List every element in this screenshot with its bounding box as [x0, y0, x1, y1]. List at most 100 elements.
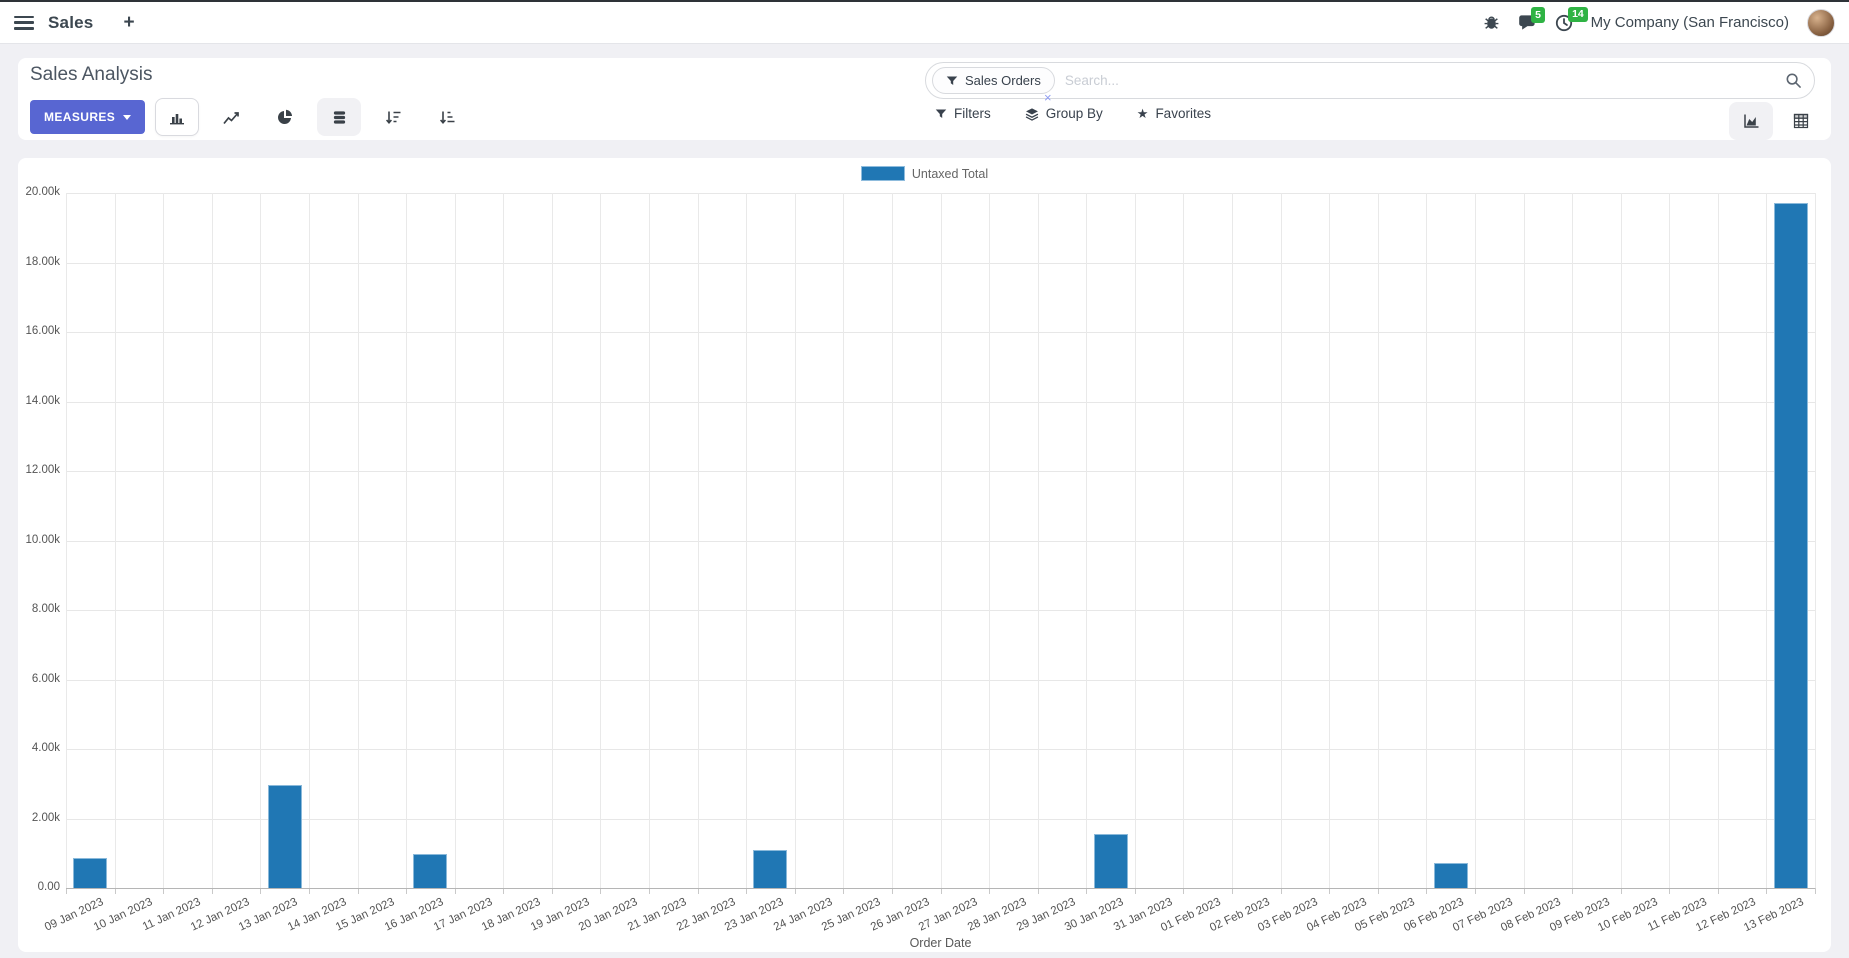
search-bar[interactable]: Sales Orders ×	[925, 62, 1815, 104]
gridline-vertical	[1474, 193, 1476, 888]
gridline-vertical	[1766, 193, 1768, 888]
pivot-view-button[interactable]	[1779, 102, 1823, 140]
gridline-vertical	[114, 193, 116, 888]
gridline-vertical	[746, 193, 748, 888]
x-axis-tick	[891, 888, 893, 894]
gridline-vertical	[794, 193, 796, 888]
x-axis-tick	[1717, 888, 1719, 894]
sort-asc-button[interactable]	[425, 98, 469, 136]
x-axis-tick	[794, 888, 796, 894]
bar[interactable]	[267, 785, 302, 888]
sort-desc-button[interactable]	[371, 98, 415, 136]
messages-count-badge: 5	[1530, 7, 1546, 23]
measures-label: MEASURES	[44, 110, 116, 124]
bug-icon[interactable]	[1483, 14, 1500, 31]
bar[interactable]	[73, 858, 108, 888]
line-chart-button[interactable]	[209, 98, 253, 136]
facet-label: Sales Orders	[965, 73, 1041, 88]
bar[interactable]	[1093, 834, 1128, 888]
x-axis-tick	[1669, 888, 1671, 894]
gridline-vertical	[1037, 193, 1039, 888]
filters-button[interactable]: Filters	[935, 106, 991, 121]
gridline-vertical	[503, 193, 505, 888]
x-axis-tick	[260, 888, 262, 894]
x-axis-tick	[114, 888, 116, 894]
hamburger-icon[interactable]	[14, 15, 34, 30]
plus-icon[interactable]: +	[123, 11, 135, 33]
search-icon[interactable]	[1785, 72, 1802, 89]
x-axis-tick	[843, 888, 845, 894]
bar-chart-icon	[169, 110, 185, 125]
app-menu-sales[interactable]: Sales	[48, 12, 94, 32]
x-axis-tick	[1523, 888, 1525, 894]
y-axis-label: 18.00k	[25, 255, 60, 268]
x-axis-tick	[503, 888, 505, 894]
messages-icon[interactable]: 5	[1518, 7, 1546, 31]
gridline-vertical	[66, 193, 67, 888]
x-axis-tick	[308, 888, 310, 894]
x-axis-tick	[551, 888, 553, 894]
x-axis-tick	[163, 888, 165, 894]
x-axis-tick	[211, 888, 213, 894]
group-by-button[interactable]: Group By	[1025, 106, 1103, 121]
activities-icon[interactable]: 14	[1555, 6, 1589, 32]
measures-button[interactable]: MEASURES	[30, 100, 146, 134]
y-axis-label: 2.00k	[31, 811, 60, 824]
stacked-toggle-button[interactable]	[317, 98, 362, 136]
gridline-vertical	[940, 193, 942, 888]
graph-view-button[interactable]	[1729, 102, 1773, 140]
search-input[interactable]	[1064, 73, 1785, 88]
bar[interactable]	[753, 849, 788, 888]
x-axis-tick	[357, 888, 359, 894]
y-axis-label: 20.00k	[25, 186, 60, 198]
x-axis-tick	[600, 888, 602, 894]
x-axis-tick	[1134, 888, 1136, 894]
y-axis-label: 4.00k	[31, 742, 60, 754]
pie-chart-button[interactable]	[263, 98, 307, 136]
x-axis-tick	[1474, 888, 1476, 894]
company-switcher[interactable]: My Company (San Francisco)	[1590, 14, 1789, 31]
sort-asc-icon	[439, 110, 455, 125]
window-top-edge	[0, 0, 1849, 2]
x-axis-tick	[454, 888, 456, 894]
line-chart-icon	[223, 110, 240, 125]
bar[interactable]	[1773, 203, 1808, 888]
x-axis-tick	[406, 888, 408, 894]
gridline-vertical	[1280, 193, 1282, 888]
search-facet-sales-orders[interactable]: Sales Orders	[932, 67, 1055, 94]
legend-item[interactable]: Untaxed Total	[860, 166, 988, 181]
x-axis-tick	[1815, 888, 1816, 894]
gridline-vertical	[1669, 193, 1671, 888]
x-axis-tick	[940, 888, 942, 894]
x-axis-tick	[1086, 888, 1088, 894]
x-axis-tick	[1037, 888, 1039, 894]
filters-label: Filters	[954, 106, 991, 121]
remove-facet-icon[interactable]: ×	[1044, 90, 1052, 105]
gridline-vertical	[891, 193, 893, 888]
favorites-button[interactable]: ★ Favorites	[1137, 106, 1211, 121]
bar[interactable]	[1433, 862, 1468, 888]
gridline-vertical	[551, 193, 553, 888]
x-axis-tick	[1620, 888, 1622, 894]
gridline-vertical	[843, 193, 845, 888]
sort-desc-icon	[385, 110, 401, 125]
y-axis-label: 10.00k	[25, 533, 60, 546]
y-axis-label: 0.00	[37, 881, 60, 893]
x-axis-tick	[649, 888, 650, 894]
gridline-vertical	[1329, 193, 1331, 888]
x-axis-tick	[66, 888, 67, 894]
y-axis-label: 6.00k	[31, 672, 60, 685]
bar-chart-button[interactable]	[155, 98, 200, 136]
gridline-vertical	[211, 193, 213, 888]
gridline-vertical	[406, 193, 408, 888]
filter-icon	[946, 75, 958, 87]
avatar[interactable]	[1807, 8, 1835, 37]
bar[interactable]	[413, 853, 448, 888]
x-axis-tick	[1766, 888, 1768, 894]
control-panel: Sales Analysis MEASURES	[18, 58, 1831, 140]
gridline-vertical	[454, 193, 456, 888]
x-axis-tick	[1232, 888, 1233, 894]
gridline-vertical	[308, 193, 310, 888]
pivot-view-icon	[1793, 113, 1809, 129]
favorites-label: Favorites	[1155, 106, 1211, 121]
